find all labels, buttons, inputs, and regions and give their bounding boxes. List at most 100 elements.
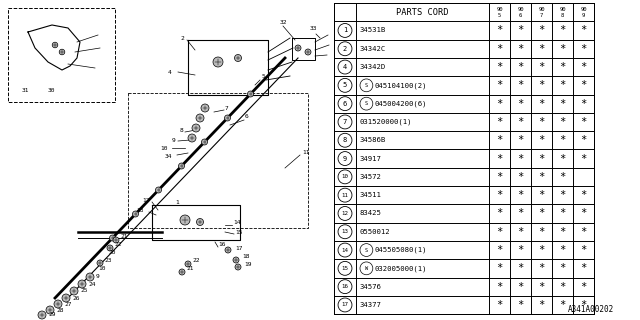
Text: *: * (517, 190, 524, 200)
Text: 1: 1 (175, 201, 179, 205)
Text: 34511: 34511 (359, 192, 381, 198)
Text: *: * (538, 227, 545, 237)
Text: *: * (538, 300, 545, 310)
Text: *: * (580, 282, 587, 292)
Text: *: * (538, 44, 545, 54)
Text: *: * (517, 227, 524, 237)
Circle shape (52, 42, 58, 48)
Circle shape (180, 215, 190, 225)
Text: *: * (559, 117, 566, 127)
Text: *: * (559, 227, 566, 237)
Text: 26: 26 (72, 295, 79, 300)
Text: *: * (580, 62, 587, 72)
Text: S: S (365, 248, 368, 252)
Text: 15: 15 (235, 229, 243, 235)
Text: *: * (559, 300, 566, 310)
Text: 10: 10 (160, 146, 168, 150)
Text: 13: 13 (342, 229, 349, 234)
Text: *: * (538, 190, 545, 200)
Text: *: * (497, 282, 502, 292)
Bar (334, 3, 594, 314)
Circle shape (179, 163, 184, 169)
Text: *: * (517, 80, 524, 90)
Circle shape (78, 280, 86, 288)
Text: 90: 90 (580, 7, 587, 12)
Circle shape (196, 219, 204, 226)
Circle shape (202, 139, 207, 145)
Text: *: * (559, 99, 566, 109)
Text: 28: 28 (56, 308, 63, 313)
Circle shape (113, 237, 119, 243)
Circle shape (192, 124, 200, 132)
Text: *: * (580, 99, 587, 109)
Text: 7: 7 (540, 13, 543, 18)
Text: 19: 19 (244, 261, 252, 267)
Text: A341A00202: A341A00202 (568, 305, 614, 314)
Circle shape (305, 49, 311, 55)
Text: *: * (517, 263, 524, 273)
Text: *: * (580, 263, 587, 273)
Text: 22: 22 (114, 243, 122, 247)
Text: 34576: 34576 (359, 284, 381, 290)
Circle shape (60, 49, 65, 55)
Text: 21: 21 (120, 234, 127, 238)
Circle shape (109, 235, 115, 241)
Text: *: * (559, 190, 566, 200)
Text: W: W (365, 266, 368, 271)
Text: *: * (517, 282, 524, 292)
Text: 29: 29 (48, 313, 56, 317)
Text: *: * (580, 80, 587, 90)
Text: 12: 12 (342, 211, 349, 216)
Text: S: S (365, 83, 368, 88)
Circle shape (70, 287, 78, 295)
Text: *: * (580, 208, 587, 219)
Text: 34377: 34377 (359, 302, 381, 308)
Text: *: * (497, 26, 502, 36)
Text: *: * (497, 154, 502, 164)
Circle shape (46, 306, 54, 314)
Text: *: * (538, 80, 545, 90)
Text: *: * (497, 135, 502, 145)
Text: 11: 11 (342, 193, 349, 198)
Text: 90: 90 (496, 7, 503, 12)
Text: 18: 18 (242, 254, 250, 260)
Text: 34572: 34572 (359, 174, 381, 180)
Text: 13: 13 (136, 207, 143, 212)
Text: 34342D: 34342D (359, 64, 385, 70)
Circle shape (201, 104, 209, 112)
Text: 0550012: 0550012 (359, 229, 390, 235)
Text: *: * (538, 117, 545, 127)
Text: *: * (559, 263, 566, 273)
Text: *: * (517, 44, 524, 54)
Text: *: * (559, 245, 566, 255)
Text: 25: 25 (80, 289, 88, 293)
Text: 34917: 34917 (359, 156, 381, 162)
Text: *: * (559, 26, 566, 36)
Circle shape (54, 300, 62, 308)
Text: *: * (559, 80, 566, 90)
Text: *: * (517, 245, 524, 255)
Text: *: * (580, 117, 587, 127)
Text: 34586B: 34586B (359, 137, 385, 143)
Circle shape (225, 247, 231, 253)
Text: 14: 14 (342, 248, 349, 252)
Text: *: * (538, 263, 545, 273)
Text: *: * (497, 99, 502, 109)
Text: 4: 4 (343, 64, 347, 70)
Text: *: * (517, 135, 524, 145)
Text: 90: 90 (538, 7, 545, 12)
Text: 34: 34 (165, 154, 173, 158)
Text: *: * (517, 300, 524, 310)
Text: 22: 22 (192, 259, 200, 263)
Circle shape (156, 187, 161, 193)
Circle shape (62, 294, 70, 302)
Text: 8: 8 (343, 137, 347, 143)
Text: 7: 7 (225, 106, 228, 110)
Text: 30: 30 (48, 87, 56, 92)
Circle shape (188, 134, 196, 142)
Circle shape (233, 257, 239, 263)
Text: PARTS CORD: PARTS CORD (396, 8, 449, 17)
Text: 9: 9 (96, 275, 100, 279)
Text: 6: 6 (519, 13, 522, 18)
Text: *: * (517, 154, 524, 164)
